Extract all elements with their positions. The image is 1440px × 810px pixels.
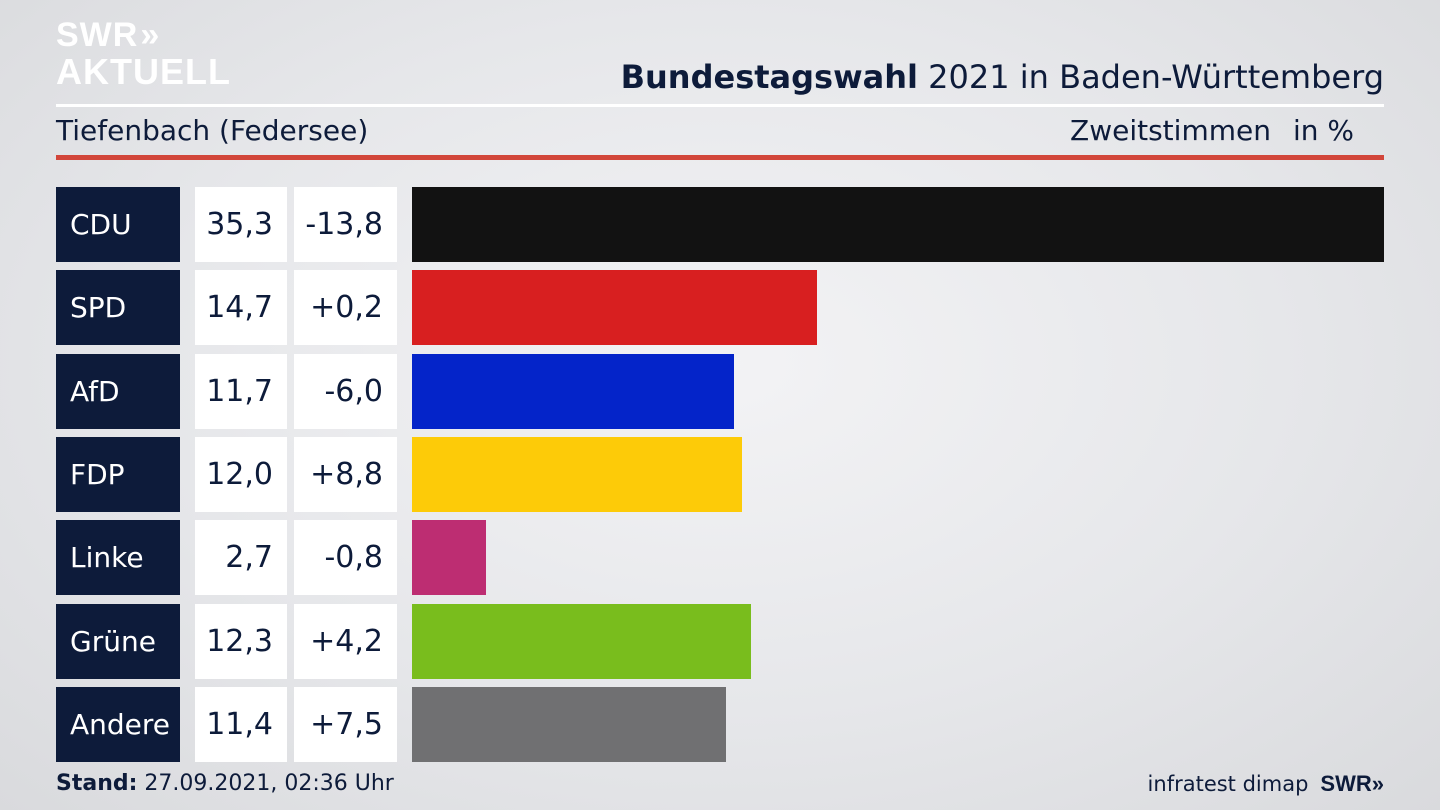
change-label: +8,8: [294, 437, 397, 512]
value-label: 11,4: [195, 687, 287, 762]
party-label: AfD: [56, 354, 180, 429]
bar-grüne: [412, 604, 751, 679]
swr-footer-chevron-icon: »: [1371, 771, 1384, 796]
logo-chevron-icon: »: [140, 16, 159, 54]
title-rest: 2021 in Baden-Württemberg: [917, 58, 1384, 96]
value-label: 11,7: [195, 354, 287, 429]
bar-afd: [412, 354, 734, 429]
bar-andere: [412, 687, 726, 762]
value-label: 12,0: [195, 437, 287, 512]
bar-row-fdp: FDP 12,0 +8,8: [56, 437, 1384, 512]
swr-footer-logo: SWR»: [1320, 771, 1384, 797]
logo-aktuell-text: AKTUELL: [56, 51, 231, 92]
timestamp: Stand: 27.09.2021, 02:36 Uhr: [56, 771, 394, 796]
timestamp-label: Stand:: [56, 771, 138, 796]
swr-footer-text: SWR: [1320, 771, 1372, 796]
title-bold: Bundestagswahl: [620, 58, 918, 96]
bar-fdp: [412, 437, 742, 512]
location-label: Tiefenbach (Federsee): [56, 114, 369, 147]
source-credit: infratest dimap SWR»: [1148, 771, 1384, 797]
party-label: Linke: [56, 520, 180, 595]
logo-swr-text: SWR: [56, 16, 139, 54]
bar-spd: [412, 270, 817, 345]
party-label: CDU: [56, 187, 180, 262]
source-label: infratest dimap: [1147, 772, 1309, 796]
bar-row-andere: Andere 11,4 +7,5: [56, 687, 1384, 762]
bar-row-spd: SPD 14,7 +0,2: [56, 270, 1384, 345]
unit-label: in %: [1292, 114, 1354, 147]
timestamp-value: 27.09.2021, 02:36 Uhr: [137, 771, 394, 796]
value-label: 14,7: [195, 270, 287, 345]
bar-row-afd: AfD 11,7 -6,0: [56, 354, 1384, 429]
change-label: -0,8: [294, 520, 397, 595]
bar-row-grüne: Grüne 12,3 +4,2: [56, 604, 1384, 679]
bar-cdu: [412, 187, 1384, 262]
chart-title: Bundestagswahl 2021 in Baden-Württemberg: [621, 58, 1384, 96]
title-divider: [56, 104, 1384, 107]
change-label: -6,0: [294, 354, 397, 429]
swr-aktuell-logo: SWR» AKTUELL: [56, 18, 231, 90]
subtitle-divider: [56, 155, 1384, 160]
party-label: Andere: [56, 687, 180, 762]
party-label: Grüne: [56, 604, 180, 679]
bar-row-linke: Linke 2,7 -0,8: [56, 520, 1384, 595]
measure-name: Zweitstimmen: [1070, 114, 1271, 147]
change-label: +7,5: [294, 687, 397, 762]
measure-label: Zweitstimmen in %: [1070, 114, 1354, 147]
change-label: -13,8: [294, 187, 397, 262]
bar-row-cdu: CDU 35,3 -13,8: [56, 187, 1384, 262]
party-label: FDP: [56, 437, 180, 512]
party-label: SPD: [56, 270, 180, 345]
value-label: 12,3: [195, 604, 287, 679]
value-label: 35,3: [195, 187, 287, 262]
value-label: 2,7: [195, 520, 287, 595]
change-label: +0,2: [294, 270, 397, 345]
bar-linke: [412, 520, 486, 595]
change-label: +4,2: [294, 604, 397, 679]
